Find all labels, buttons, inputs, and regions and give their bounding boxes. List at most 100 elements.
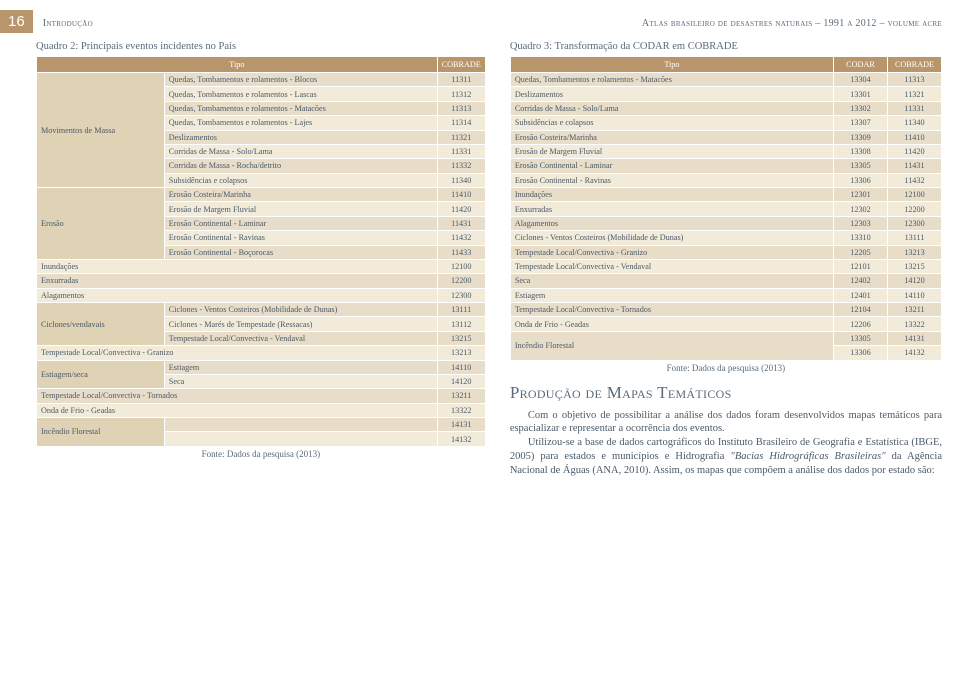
table-cell-cat: Alagamentos: [37, 288, 438, 302]
quadro2-head-tipo: Tipo: [37, 57, 438, 73]
table-cell-codar: 12104: [834, 303, 888, 317]
quadro2-fonte: Fonte: Dados da pesquisa (2013): [36, 449, 486, 459]
table-row: Ciclones - Ventos Costeiros (Mobilidade …: [510, 231, 941, 245]
table-cell-cobrade: 13322: [888, 317, 942, 331]
table-cell-cat: Erosão: [37, 188, 165, 260]
table-row: Erosão Continental - Laminar1330511431: [510, 159, 941, 173]
table-cell-cobrade: 14110: [888, 288, 942, 302]
table-cell-tipo: Estiagem: [164, 360, 437, 374]
quadro3-table: Tipo CODAR COBRADE Quedas, Tombamentos e…: [510, 56, 942, 361]
page-number: 16: [0, 10, 33, 33]
table-cell-code: 11321: [437, 130, 485, 144]
section-label: Introdução: [43, 18, 642, 29]
table-cell-codar: 13305: [834, 331, 888, 345]
table-row: Erosão de Margem Fluvial1330811420: [510, 144, 941, 158]
content-columns: Quadro 2: Principais eventos incidentes …: [0, 41, 942, 668]
table-row: Alagamentos1230312300: [510, 216, 941, 230]
table-cell-cobrade: 12200: [888, 202, 942, 216]
table-cell-cat: Onda de Frio - Geadas: [37, 403, 438, 417]
table-cell-code: 12200: [437, 274, 485, 288]
table-cell-code: 12100: [437, 259, 485, 273]
table-cell-tipo: [164, 418, 437, 432]
table-cell-codar: 12101: [834, 259, 888, 273]
table-cell-code: 14120: [437, 374, 485, 388]
heading-producao: Produção de Mapas Temáticos: [510, 383, 942, 403]
document-title: Atlas brasileiro de desastres naturais –…: [642, 18, 942, 29]
table-cell-codar: 12301: [834, 188, 888, 202]
table-cell-tipo: Erosão Continental - Ravinas: [164, 231, 437, 245]
table-row: Alagamentos12300: [37, 288, 486, 302]
table-cell-cobrade: 14131: [888, 331, 942, 345]
page-header: 16 Introdução Atlas brasileiro de desast…: [0, 10, 942, 33]
quadro3-title: Quadro 3: Transformação da CODAR em COBR…: [510, 41, 942, 52]
table-cell-codar: 13302: [834, 101, 888, 115]
table-cell-tipo: Seca: [164, 374, 437, 388]
quadro3-head-codar: CODAR: [834, 57, 888, 73]
table-cell-code: 13112: [437, 317, 485, 331]
table-cell-tipo: Onda de Frio - Geadas: [510, 317, 833, 331]
table-cell-code: 11420: [437, 202, 485, 216]
table-cell-codar: 12402: [834, 274, 888, 288]
table-cell-tipo: Quedas, Tombamentos e rolamentos - Bloco…: [164, 73, 437, 87]
table-cell-tipo: Deslizamentos: [164, 130, 437, 144]
table-cell-tipo: Corridas de Massa - Rocha/detrito: [164, 159, 437, 173]
table-cell-cobrade: 11321: [888, 87, 942, 101]
table-cell-tipo: Quedas, Tombamentos e rolamentos - Matac…: [164, 101, 437, 115]
table-cell-cat: Inundações: [37, 259, 438, 273]
table-row: Subsidências e colapsos1330711340: [510, 116, 941, 130]
table-cell-cobrade: 13213: [888, 245, 942, 259]
table-row: Tempestade Local/Convectiva - Tornados13…: [37, 389, 486, 403]
table-cell-cobrade: 11432: [888, 173, 942, 187]
table-cell-cobrade: 11410: [888, 130, 942, 144]
table-cell-code: 11314: [437, 116, 485, 130]
table-cell-tipo: Erosão Continental - Laminar: [510, 159, 833, 173]
table-row: Incêndio Florestal1330514131: [510, 331, 941, 345]
quadro3-head-tipo: Tipo: [510, 57, 833, 73]
table-row: Tempestade Local/Convectiva - Granizo132…: [37, 346, 486, 360]
table-cell-codar: 13306: [834, 173, 888, 187]
table-cell-cat: Movimentos de Massa: [37, 73, 165, 188]
table-cell-cobrade: 11331: [888, 101, 942, 115]
table-cell-codar: 13308: [834, 144, 888, 158]
table-cell-cat: Tempestade Local/Convectiva - Tornados: [37, 389, 438, 403]
table-row: Tempestade Local/Convectiva - Tornados12…: [510, 303, 941, 317]
table-cell-cobrade: 13211: [888, 303, 942, 317]
table-row: ErosãoErosão Costeira/Marinha11410: [37, 188, 486, 202]
table-cell-cobrade: 11420: [888, 144, 942, 158]
column-right: Quadro 3: Transformação da CODAR em COBR…: [510, 41, 942, 668]
paragraph-2: Utilizou-se a base de dados cartográfico…: [510, 436, 942, 478]
table-cell-codar: 12303: [834, 216, 888, 230]
table-cell-code: 11432: [437, 231, 485, 245]
table-cell-tipo: Enxurradas: [510, 202, 833, 216]
table-cell-cat: Tempestade Local/Convectiva - Granizo: [37, 346, 438, 360]
table-cell-codar: 12206: [834, 317, 888, 331]
table-row: Quedas, Tombamentos e rolamentos - Matac…: [510, 73, 941, 87]
table-cell-tipo: Ciclones - Ventos Costeiros (Mobilidade …: [510, 231, 833, 245]
table-cell-tipo: Tempestade Local/Convectiva - Tornados: [510, 303, 833, 317]
column-left: Quadro 2: Principais eventos incidentes …: [36, 41, 486, 668]
table-cell-tipo: Corridas de Massa - Solo/Lama: [510, 101, 833, 115]
table-cell-codar: 12302: [834, 202, 888, 216]
table-cell-tipo: Erosão Costeira/Marinha: [510, 130, 833, 144]
table-cell-tipo: Erosão Continental - Boçorocas: [164, 245, 437, 259]
table-cell-tipo: Erosão de Margem Fluvial: [510, 144, 833, 158]
table-cell-code: 12300: [437, 288, 485, 302]
table-row: Erosão Costeira/Marinha1330911410: [510, 130, 941, 144]
table-cell-code: 11311: [437, 73, 485, 87]
table-cell-cobrade: 13111: [888, 231, 942, 245]
table-cell-code: 13211: [437, 389, 485, 403]
table-cell-tipo: Quedas, Tombamentos e rolamentos - Matac…: [510, 73, 833, 87]
table-cell-tipo: Erosão Costeira/Marinha: [164, 188, 437, 202]
table-row: Seca1240214120: [510, 274, 941, 288]
table-cell-cat: Estiagem/seca: [37, 360, 165, 389]
table-cell-code: 11332: [437, 159, 485, 173]
quadro3-fonte: Fonte: Dados da pesquisa (2013): [510, 363, 942, 373]
table-row: Estiagem/secaEstiagem14110: [37, 360, 486, 374]
table-cell-tipo: Deslizamentos: [510, 87, 833, 101]
table-cell-tipo: Tempestade Local/Convectiva - Vendaval: [510, 259, 833, 273]
table-cell-code: 11312: [437, 87, 485, 101]
table-cell-codar: 13309: [834, 130, 888, 144]
table-cell-cobrade: 14120: [888, 274, 942, 288]
table-row: Erosão Continental - Ravinas1330611432: [510, 173, 941, 187]
table-row: Enxurradas1230212200: [510, 202, 941, 216]
